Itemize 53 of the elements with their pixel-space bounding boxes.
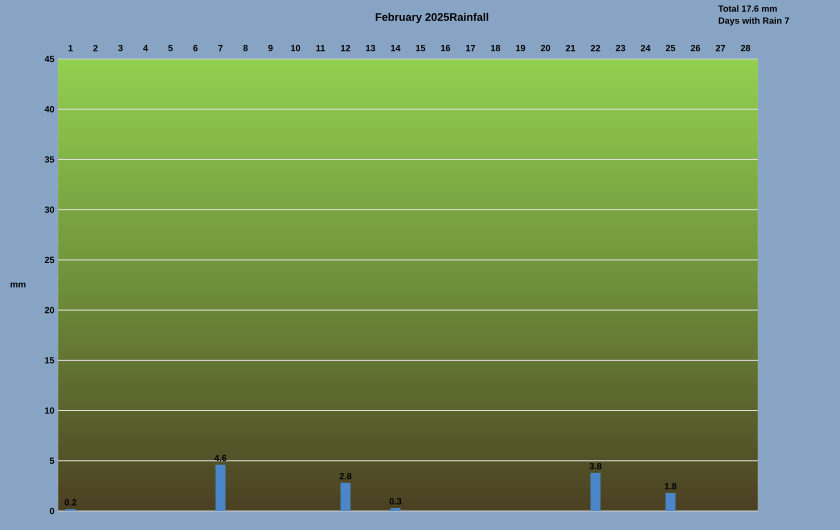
x-tick-label: 17 <box>466 45 476 52</box>
x-tick-label: 8 <box>243 44 248 52</box>
y-tick-label: 40 <box>44 106 54 112</box>
x-tick-label: 23 <box>616 44 626 52</box>
x-tick-label: 3 <box>118 44 123 52</box>
x-tick-label: 19 <box>516 44 526 52</box>
x-tick-label: 28 <box>740 44 750 52</box>
bar <box>216 464 226 511</box>
x-tick-label: 7 <box>218 45 223 52</box>
x-tick-label: 26 <box>690 44 700 52</box>
x-tick-label: 20 <box>540 44 550 52</box>
x-tick-label: 25 <box>666 44 676 52</box>
x-tick-label: 21 <box>566 44 576 52</box>
x-tick-label: 15 <box>416 44 426 52</box>
y-axis-title: mm <box>10 282 26 288</box>
y-tick-label: 30 <box>44 206 54 213</box>
text: Total 17.6 mm <box>718 5 777 12</box>
x-tick-label: 27 <box>716 44 726 52</box>
y-tick-label: 45 <box>44 56 54 62</box>
bar <box>340 482 351 511</box>
x-tick-label: 10 <box>291 44 300 52</box>
y-tick-label: 25 <box>44 256 54 264</box>
x-tick-label: 5 <box>168 44 173 52</box>
text: Days with Rain 7 <box>718 17 790 26</box>
x-tick-label: 14 <box>391 45 400 52</box>
x-tick-label: 22 <box>590 44 600 52</box>
y-tick-label: 10 <box>45 407 54 414</box>
y-tick-label: 5 <box>50 458 54 464</box>
data-label: 2.8 <box>340 473 352 480</box>
bar <box>390 508 401 511</box>
data-label: 4.6 <box>214 454 226 462</box>
y-tick-label: 35 <box>44 156 54 163</box>
x-tick-label: 4 <box>143 45 148 52</box>
x-tick-label: 1 <box>68 45 73 52</box>
data-label: 3.8 <box>589 462 602 470</box>
x-tick-label: 13 <box>366 44 376 52</box>
x-tick-label: 24 <box>640 44 650 52</box>
y-tick-label: 15 <box>45 357 54 364</box>
x-tick-label: 18 <box>491 44 500 52</box>
x-tick-label: 9 <box>268 44 273 52</box>
data-label: 0.3 <box>390 498 402 504</box>
data-label: 1.8 <box>664 483 676 490</box>
y-tick-label: 0 <box>50 508 54 514</box>
bar <box>590 472 601 511</box>
x-tick-label: 16 <box>441 44 450 52</box>
x-tick-label: 2 <box>93 44 98 52</box>
data-label: 0.2 <box>64 499 76 506</box>
chart-title: February 2025Rainfall <box>376 12 488 24</box>
y-tick-label: 20 <box>44 306 54 314</box>
x-tick-label: 6 <box>193 44 198 52</box>
bar <box>666 492 676 511</box>
x-tick-label: 12 <box>341 44 350 52</box>
x-tick-label: 11 <box>316 45 325 52</box>
